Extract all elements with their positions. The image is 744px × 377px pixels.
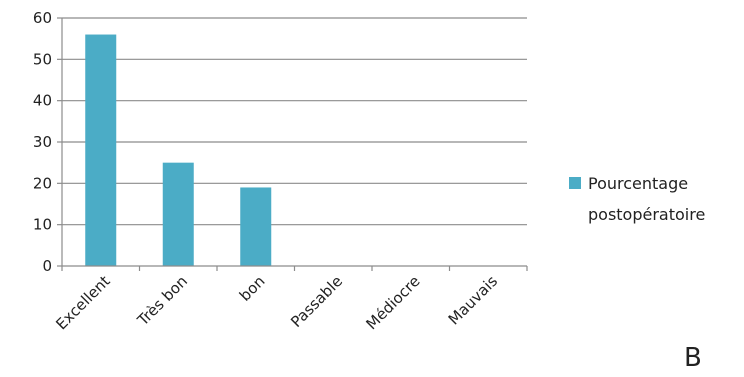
x-category-label-2: bon [236,272,269,305]
legend-label-line-1: Pourcentage [588,174,688,193]
bar-1 [162,162,194,266]
legend: Pourcentage postopératoire [569,174,705,224]
bar-2 [240,187,272,266]
y-tick-label-60: 60 [33,9,52,27]
bars [85,34,272,267]
panel-label: B [684,343,702,373]
y-tick-label-0: 0 [42,257,52,275]
y-tick-label-10: 10 [33,216,52,234]
x-category-label-4: Médiocre [363,272,424,333]
y-tick-label-50: 50 [33,50,52,68]
legend-swatch [569,177,581,189]
y-tick-label-30: 30 [33,133,52,151]
y-tick-label-40: 40 [33,92,52,110]
x-category-label-5: Mauvais [445,272,501,328]
legend-label-line-2: postopératoire [588,205,705,224]
x-category-labels: Excellent Très bon bon Passable Médiocre Mauv… [52,272,501,333]
x-category-label-3: Passable [287,272,346,331]
gridlines [62,17,527,226]
x-category-label-0: Excellent [52,272,113,333]
x-category-label-1: Très bon [133,272,191,330]
y-tick-label-20: 20 [33,174,52,192]
y-tick-labels: 0 10 20 30 40 50 60 [33,9,52,275]
bar-0 [85,34,117,267]
axes [57,17,528,271]
